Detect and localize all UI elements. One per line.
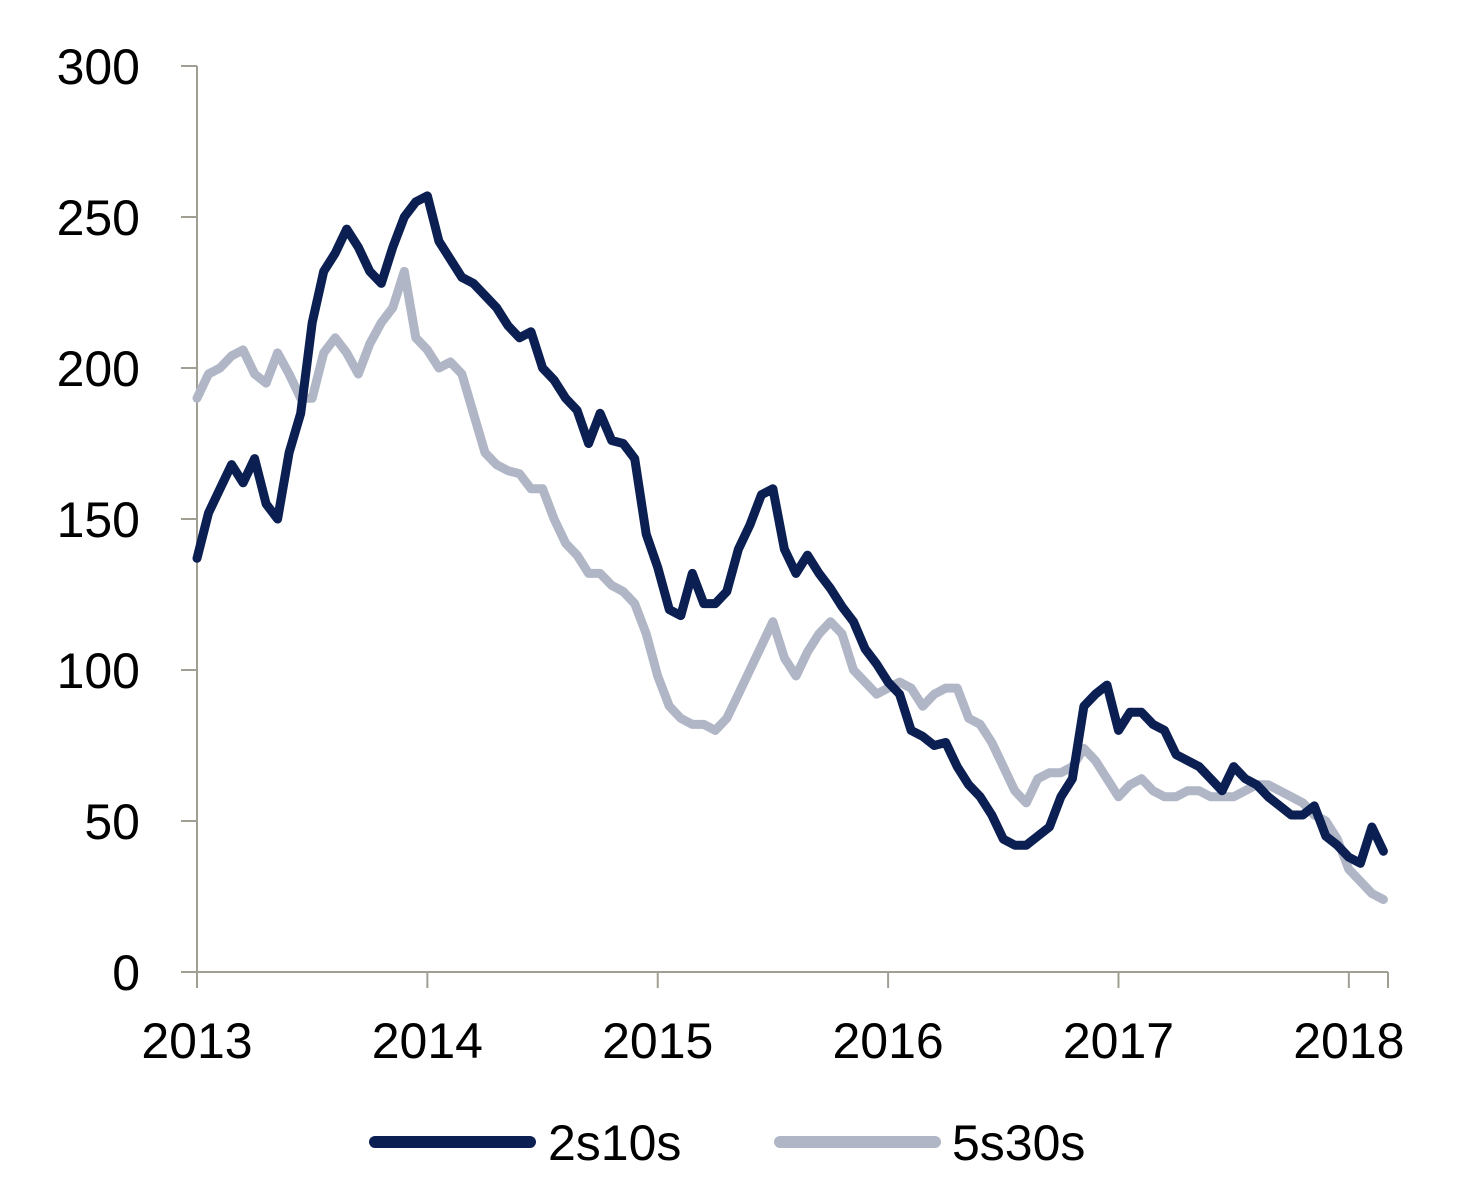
series-line-2s10s: [192, 191, 1388, 868]
y-tick-label: 150: [57, 492, 140, 548]
y-tick-label: 50: [84, 794, 140, 850]
y-tick-label: 300: [57, 39, 140, 95]
legend-label-2s10s: 2s10s: [548, 1115, 681, 1171]
x-tick-label: 2015: [602, 1013, 713, 1069]
x-tick-label: 2013: [141, 1013, 252, 1069]
x-tick-label: 2017: [1063, 1013, 1174, 1069]
legend-label-5s30s: 5s30s: [952, 1115, 1085, 1171]
y-tick-label: 200: [57, 341, 140, 397]
legend: 2s10s 5s30s: [369, 1115, 1085, 1171]
x-tick-label: 2018: [1293, 1013, 1404, 1069]
y-tick-label: 250: [57, 190, 140, 246]
x-tick-label: 2014: [372, 1013, 483, 1069]
y-tick-label: 0: [112, 945, 140, 1001]
series-layer: [192, 191, 1388, 904]
y-tick-label: 100: [57, 643, 140, 699]
axes: 0 50 100 150 200 250 300 2013 2014 2015 2016 2017 20…: [57, 39, 1405, 1069]
series-line-5s30s: [192, 266, 1388, 904]
x-tick-label: 2016: [832, 1013, 943, 1069]
